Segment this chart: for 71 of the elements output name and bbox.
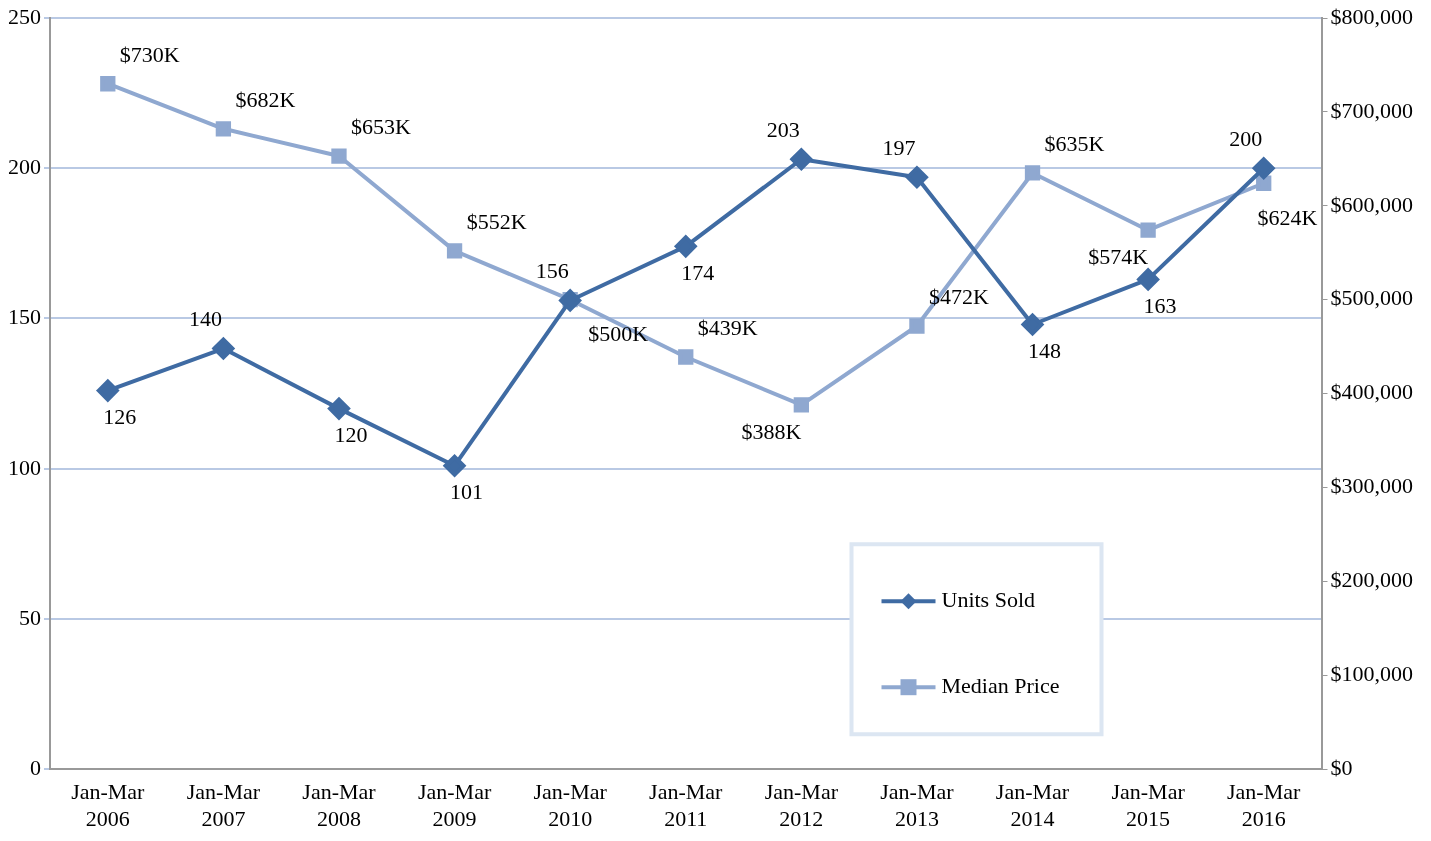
point — [331, 148, 347, 164]
data-label: $552K — [466, 208, 527, 234]
data-label: $439K — [697, 314, 758, 340]
data-label: 163 — [1143, 293, 1177, 319]
data-label: $624K — [1257, 205, 1318, 231]
point — [1252, 157, 1275, 180]
point — [1021, 313, 1044, 336]
point — [909, 318, 925, 334]
data-label: $388K — [741, 418, 802, 444]
data-label: 200 — [1229, 126, 1263, 152]
data-label: $730K — [119, 41, 180, 67]
point — [1024, 165, 1041, 181]
point — [96, 379, 119, 402]
point — [215, 121, 232, 137]
legend-label: Units Sold — [941, 586, 1036, 612]
point — [212, 337, 235, 360]
data-label: 140 — [188, 306, 222, 332]
point — [1140, 222, 1156, 238]
y-tick-label: 0 — [30, 754, 41, 780]
y2-tick-label: $100,000 — [1330, 661, 1413, 687]
y2-tick-label: $500,000 — [1330, 285, 1413, 311]
x-tick-label: Jan-Mar 2007 — [186, 779, 261, 831]
data-label: 120 — [334, 422, 368, 448]
y2-tick-label: $400,000 — [1330, 379, 1413, 405]
point — [678, 349, 694, 365]
point — [793, 397, 809, 413]
y2-tick-label: $0 — [1330, 754, 1353, 780]
x-tick-label: Jan-Mar 2011 — [649, 779, 724, 831]
data-label: 148 — [1028, 338, 1062, 364]
point — [446, 243, 463, 259]
x-tick-label: Jan-Mar 2014 — [995, 779, 1070, 831]
legend-label: Median Price — [941, 672, 1060, 698]
x-tick-label: Jan-Mar 2013 — [880, 779, 955, 831]
data-label: 126 — [103, 404, 137, 430]
y2-tick-label: $300,000 — [1330, 473, 1413, 499]
y-tick-label: 150 — [8, 304, 41, 330]
y2-tick-label: $700,000 — [1330, 97, 1413, 123]
y2-tick-label: $800,000 — [1330, 3, 1413, 29]
y-tick-label: 200 — [8, 154, 41, 180]
data-label: $472K — [928, 283, 989, 309]
data-label: $682K — [235, 86, 296, 112]
y-tick-label: 250 — [8, 3, 41, 29]
x-tick-label: Jan-Mar 2016 — [1227, 779, 1302, 831]
point — [443, 454, 466, 477]
x-tick-label: Jan-Mar 2009 — [417, 779, 492, 831]
point — [674, 235, 697, 258]
point — [1137, 268, 1160, 291]
data-label: $635K — [1044, 130, 1105, 156]
data-label: 156 — [535, 258, 569, 284]
point — [905, 166, 928, 189]
data-label: 174 — [681, 260, 715, 286]
point — [327, 397, 350, 420]
x-tick-label: Jan-Mar 2015 — [1111, 779, 1186, 831]
x-tick-label: Jan-Mar 2012 — [764, 779, 839, 831]
y-tick-label: 100 — [8, 454, 41, 480]
y-tick-label: 50 — [19, 604, 41, 630]
x-tick-label: Jan-Mar 2006 — [71, 779, 146, 831]
data-label: 203 — [766, 117, 800, 143]
point — [559, 289, 582, 312]
point — [790, 148, 813, 171]
data-label: 197 — [882, 135, 916, 161]
y2-tick-label: $200,000 — [1330, 567, 1413, 593]
point — [1256, 175, 1272, 191]
data-label: $574K — [1088, 244, 1149, 269]
data-label: $653K — [351, 113, 412, 139]
x-tick-label: Jan-Mar 2010 — [533, 779, 608, 831]
point — [100, 76, 116, 92]
data-label: $500K — [588, 321, 649, 347]
y2-tick-label: $600,000 — [1330, 191, 1413, 217]
data-label: 101 — [450, 479, 484, 505]
x-tick-label: Jan-Mar 2008 — [302, 779, 377, 831]
